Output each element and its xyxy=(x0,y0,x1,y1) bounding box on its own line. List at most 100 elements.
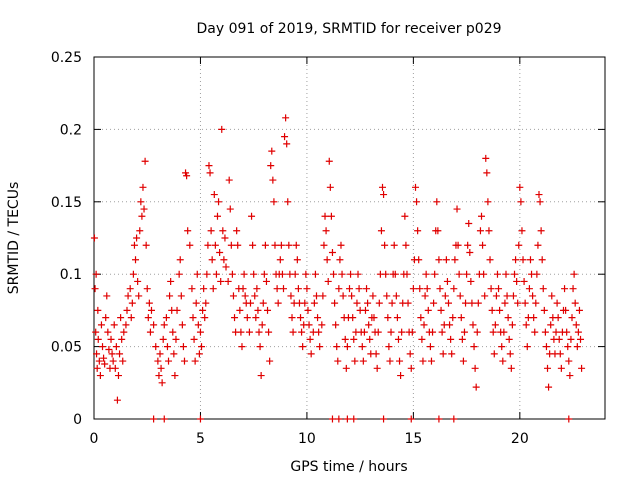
data-point xyxy=(499,357,507,365)
data-point xyxy=(439,350,447,358)
data-point xyxy=(298,328,306,336)
data-point xyxy=(485,227,493,235)
data-point xyxy=(333,343,341,351)
data-point xyxy=(429,328,437,336)
data-point xyxy=(572,321,580,329)
data-point xyxy=(493,270,501,278)
data-point xyxy=(478,212,486,220)
data-point xyxy=(451,256,459,264)
data-point xyxy=(145,299,153,307)
data-point xyxy=(150,321,158,329)
x-tick-label: 15 xyxy=(404,431,422,447)
data-point xyxy=(513,277,521,285)
data-point xyxy=(569,285,577,293)
data-point xyxy=(538,256,546,264)
data-point xyxy=(91,285,99,293)
data-point xyxy=(430,299,438,307)
data-point xyxy=(167,277,175,285)
data-point xyxy=(92,328,100,336)
data-point xyxy=(553,299,561,307)
data-point xyxy=(166,292,174,300)
data-point xyxy=(236,306,244,314)
data-point xyxy=(287,292,295,300)
data-point xyxy=(328,248,336,256)
data-point xyxy=(170,350,178,358)
data-point xyxy=(266,357,274,365)
data-point xyxy=(142,241,150,249)
data-point xyxy=(523,343,531,351)
data-point xyxy=(454,241,462,249)
data-point xyxy=(218,125,226,133)
data-point xyxy=(350,415,358,423)
data-point xyxy=(416,285,424,293)
data-point xyxy=(171,372,179,380)
data-point xyxy=(117,314,125,322)
data-point xyxy=(262,277,270,285)
data-point xyxy=(105,345,113,353)
data-point xyxy=(318,321,326,329)
data-point xyxy=(540,306,548,314)
data-point xyxy=(326,183,334,191)
data-point xyxy=(180,357,188,365)
data-point xyxy=(158,379,166,387)
data-point xyxy=(283,140,291,148)
data-point xyxy=(568,314,576,322)
data-point xyxy=(456,292,464,300)
data-point xyxy=(504,314,512,322)
chart-title: Day 091 of 2019, SRMTID for receiver p02… xyxy=(196,21,501,37)
data-point xyxy=(384,314,392,322)
data-point xyxy=(183,172,191,180)
data-point xyxy=(360,328,368,336)
data-point xyxy=(330,270,338,278)
data-point xyxy=(302,270,310,278)
data-point xyxy=(379,183,387,191)
data-point xyxy=(500,328,508,336)
data-point xyxy=(228,270,236,278)
data-point xyxy=(102,314,110,322)
data-point xyxy=(398,328,406,336)
data-point xyxy=(516,183,524,191)
data-point xyxy=(207,227,215,235)
data-point xyxy=(306,335,314,343)
data-point xyxy=(438,328,446,336)
data-point xyxy=(347,270,355,278)
data-point xyxy=(414,227,422,235)
data-point xyxy=(423,285,431,293)
data-point xyxy=(487,285,495,293)
data-point xyxy=(544,364,552,372)
data-point xyxy=(383,292,391,300)
data-point xyxy=(241,292,249,300)
data-point xyxy=(274,299,282,307)
data-point xyxy=(375,299,383,307)
data-point xyxy=(577,335,585,343)
data-point xyxy=(474,299,482,307)
data-point xyxy=(179,343,187,351)
data-point xyxy=(147,306,155,314)
data-point xyxy=(351,357,359,365)
data-point xyxy=(479,241,487,249)
data-point xyxy=(413,198,421,206)
data-point xyxy=(253,285,261,293)
data-point xyxy=(231,314,239,322)
data-point xyxy=(427,357,435,365)
data-point xyxy=(358,343,366,351)
data-point xyxy=(365,321,373,329)
data-point xyxy=(327,212,335,220)
data-point xyxy=(463,270,471,278)
data-point xyxy=(350,335,358,343)
data-point xyxy=(257,372,265,380)
data-point xyxy=(496,306,504,314)
data-point xyxy=(338,270,346,278)
data-point xyxy=(256,343,264,351)
data-point xyxy=(529,292,537,300)
data-point xyxy=(122,321,130,329)
data-point xyxy=(112,343,120,351)
y-axis-label: SRMTID / TECUs xyxy=(6,182,22,295)
data-point xyxy=(434,227,442,235)
data-point xyxy=(248,212,256,220)
data-point xyxy=(249,241,257,249)
data-point xyxy=(157,364,165,372)
data-point xyxy=(348,292,356,300)
data-point xyxy=(216,248,224,256)
data-point xyxy=(409,285,417,293)
